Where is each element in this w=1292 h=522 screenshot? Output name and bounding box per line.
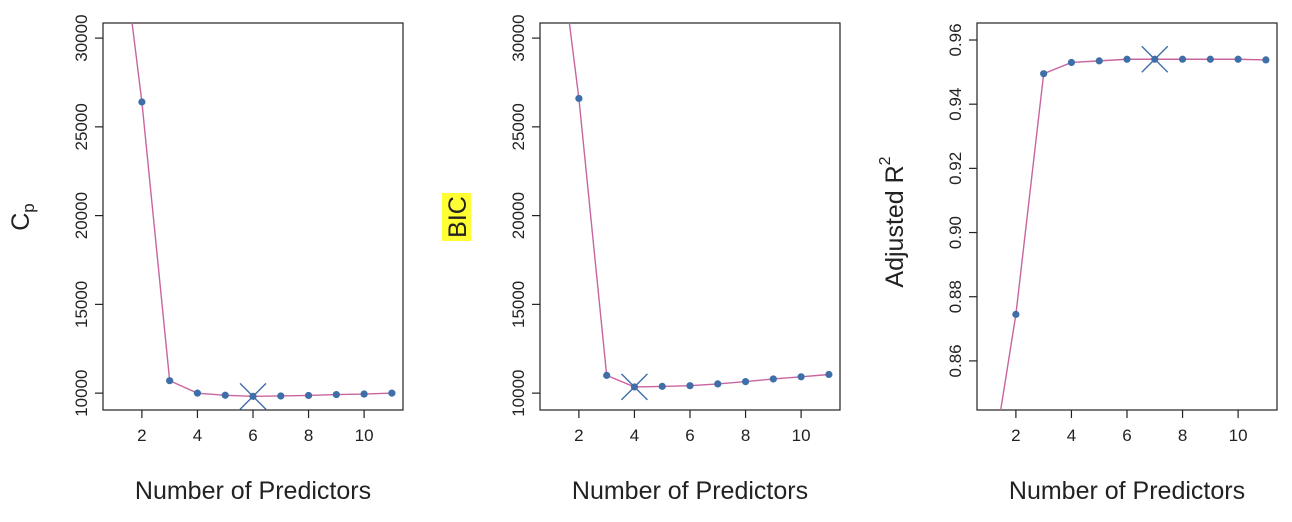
adjr2-y-axis-title-group: Adjusted R2 <box>877 156 908 287</box>
adjusted-r2-chart: 2 4 6 8 10 0.86 0.88 0.90 0.92 0.94 0.96 Number of … <box>877 22 1278 505</box>
adjr2-y-tick-label: 0.88 <box>946 280 965 313</box>
bic-y-tick-label: 25000 <box>509 103 528 150</box>
cp-data-point <box>138 98 146 106</box>
cp-y-axis-title-group: Cp <box>7 203 39 231</box>
cp-series-line <box>131 23 392 398</box>
cp-data-point <box>221 391 229 399</box>
adjr2-data-point <box>1040 70 1048 78</box>
adjr2-x-tick-label: 2 <box>1011 426 1020 445</box>
bic-y-tick-label: 10000 <box>509 369 528 416</box>
bic-y-axis-title-group: BIC <box>442 193 472 241</box>
adjr2-y-axis-title: Adjusted R2 <box>877 156 908 287</box>
bic-data-point <box>686 382 694 390</box>
cp-x-tick-label: 8 <box>304 426 313 445</box>
bic-x-tick-label: 6 <box>685 426 694 445</box>
cp-y-tick-label: 30000 <box>72 14 91 61</box>
bic-chart: 2 4 6 8 10 10000 15000 20000 25000 30000 Number of… <box>442 14 841 505</box>
cp-x-tick-label: 10 <box>355 426 374 445</box>
adjr2-plot-area <box>999 55 1270 410</box>
cp-y-axis-title-subscript: p <box>19 203 38 212</box>
bic-y-tick-label: 20000 <box>509 192 528 239</box>
adjr2-x-tick-label: 6 <box>1122 426 1131 445</box>
cp-data-point <box>332 390 340 399</box>
adjr2-y-axis-title-superscript: 2 <box>877 156 894 165</box>
bic-data-point <box>714 380 722 388</box>
adjr2-y-tick-label: 0.90 <box>946 216 965 249</box>
bic-data-point <box>825 370 833 379</box>
bic-data-point <box>603 371 611 379</box>
adjr2-data-point <box>1262 56 1270 64</box>
bic-x-tick-label: 10 <box>792 426 811 445</box>
cp-data-point <box>360 390 368 398</box>
bic-data-point <box>769 375 777 383</box>
adjr2-data-point <box>1123 55 1131 63</box>
cp-plot-frame <box>102 22 404 411</box>
bic-series-line <box>568 23 829 388</box>
bic-data-point <box>575 94 583 103</box>
cp-data-point <box>166 377 174 385</box>
bic-x-tick-label: 2 <box>574 426 583 445</box>
bic-y-tick-label: 30000 <box>509 14 528 61</box>
bic-y-axis-title: BIC <box>444 196 472 238</box>
cp-x-tick-label: 4 <box>193 426 202 445</box>
cp-y-tick-label: 15000 <box>72 281 91 328</box>
adjr2-data-point <box>1012 310 1020 318</box>
cp-data-point <box>277 392 285 400</box>
cp-y-tick-label: 10000 <box>72 369 91 416</box>
bic-x-tick-label: 4 <box>630 426 639 445</box>
cp-data-point <box>388 389 396 397</box>
adjr2-data-point <box>1178 55 1187 63</box>
adjr2-x-tick-label: 8 <box>1178 426 1187 445</box>
bic-x-axis-title: Number of Predictors <box>572 477 808 505</box>
cp-data-point <box>193 389 202 397</box>
bic-plot-frame <box>539 22 841 411</box>
bic-x-tick-label: 8 <box>741 426 750 445</box>
bic-data-point <box>741 377 750 386</box>
adjr2-series-line <box>999 58 1266 410</box>
cp-x-tick-label: 6 <box>248 426 257 445</box>
bic-plot-area <box>568 23 833 391</box>
cp-x-tick-label: 2 <box>137 426 146 445</box>
adjr2-y-tick-label: 0.92 <box>946 152 965 185</box>
cp-y-tick-label: 20000 <box>72 192 91 239</box>
bic-data-point <box>797 373 805 381</box>
adjr2-plot-frame <box>976 22 1278 411</box>
adjr2-data-point <box>1234 55 1242 63</box>
adjr2-x-tick-label: 10 <box>1229 426 1248 445</box>
adjr2-y-tick-label: 0.96 <box>946 23 965 56</box>
bic-data-point <box>658 382 666 390</box>
adjr2-x-axis-title: Number of Predictors <box>1009 477 1245 505</box>
cp-x-axis-title: Number of Predictors <box>135 477 371 505</box>
adjr2-y-tick-label: 0.94 <box>946 88 965 121</box>
cp-chart: 2 4 6 8 10 10000 15000 20000 25000 30000 Number of… <box>7 14 404 505</box>
cp-plot-area <box>131 23 396 400</box>
bic-best-model-marker <box>620 373 648 401</box>
cp-best-model-marker <box>239 382 267 410</box>
adjr2-best-model-marker <box>1141 45 1169 73</box>
adjr2-x-tick-label: 4 <box>1067 426 1076 445</box>
cp-data-point <box>304 391 313 400</box>
adjr2-data-point <box>1206 55 1214 63</box>
adjr2-data-point <box>1095 57 1103 65</box>
bic-y-axis-title-highlight <box>442 193 471 241</box>
cp-y-tick-label: 25000 <box>72 103 91 150</box>
adjr2-y-tick-label: 0.86 <box>946 344 965 377</box>
bic-y-tick-label: 15000 <box>509 281 528 328</box>
cp-y-axis-title: Cp <box>7 203 39 231</box>
adjr2-data-point <box>1067 58 1076 67</box>
